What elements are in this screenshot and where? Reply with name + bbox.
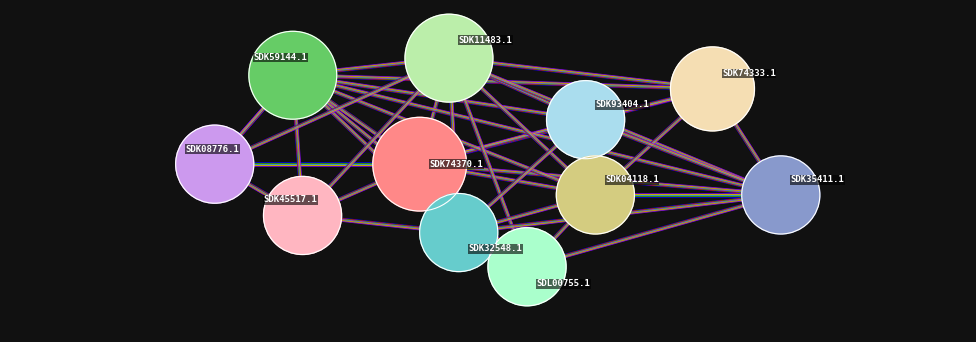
- Ellipse shape: [420, 194, 498, 272]
- Text: SDK35411.1: SDK35411.1: [791, 175, 844, 184]
- Text: SDK32548.1: SDK32548.1: [468, 245, 522, 253]
- Ellipse shape: [556, 156, 634, 234]
- Text: SDK04118.1: SDK04118.1: [605, 175, 659, 184]
- Ellipse shape: [742, 156, 820, 234]
- Ellipse shape: [176, 125, 254, 203]
- Ellipse shape: [264, 176, 342, 254]
- Ellipse shape: [488, 228, 566, 306]
- Text: SDK11483.1: SDK11483.1: [459, 36, 512, 45]
- Ellipse shape: [249, 31, 337, 119]
- Text: SDK93404.1: SDK93404.1: [595, 100, 649, 109]
- Text: SDK74333.1: SDK74333.1: [722, 69, 776, 78]
- Text: SDK74370.1: SDK74370.1: [429, 160, 483, 169]
- Text: SDK59144.1: SDK59144.1: [254, 53, 307, 62]
- Text: SDL00755.1: SDL00755.1: [537, 279, 590, 288]
- Text: SDK45517.1: SDK45517.1: [264, 195, 317, 204]
- Ellipse shape: [671, 47, 754, 131]
- Ellipse shape: [373, 117, 467, 211]
- Ellipse shape: [547, 81, 625, 159]
- Ellipse shape: [405, 14, 493, 102]
- Text: SDK08776.1: SDK08776.1: [185, 145, 239, 154]
